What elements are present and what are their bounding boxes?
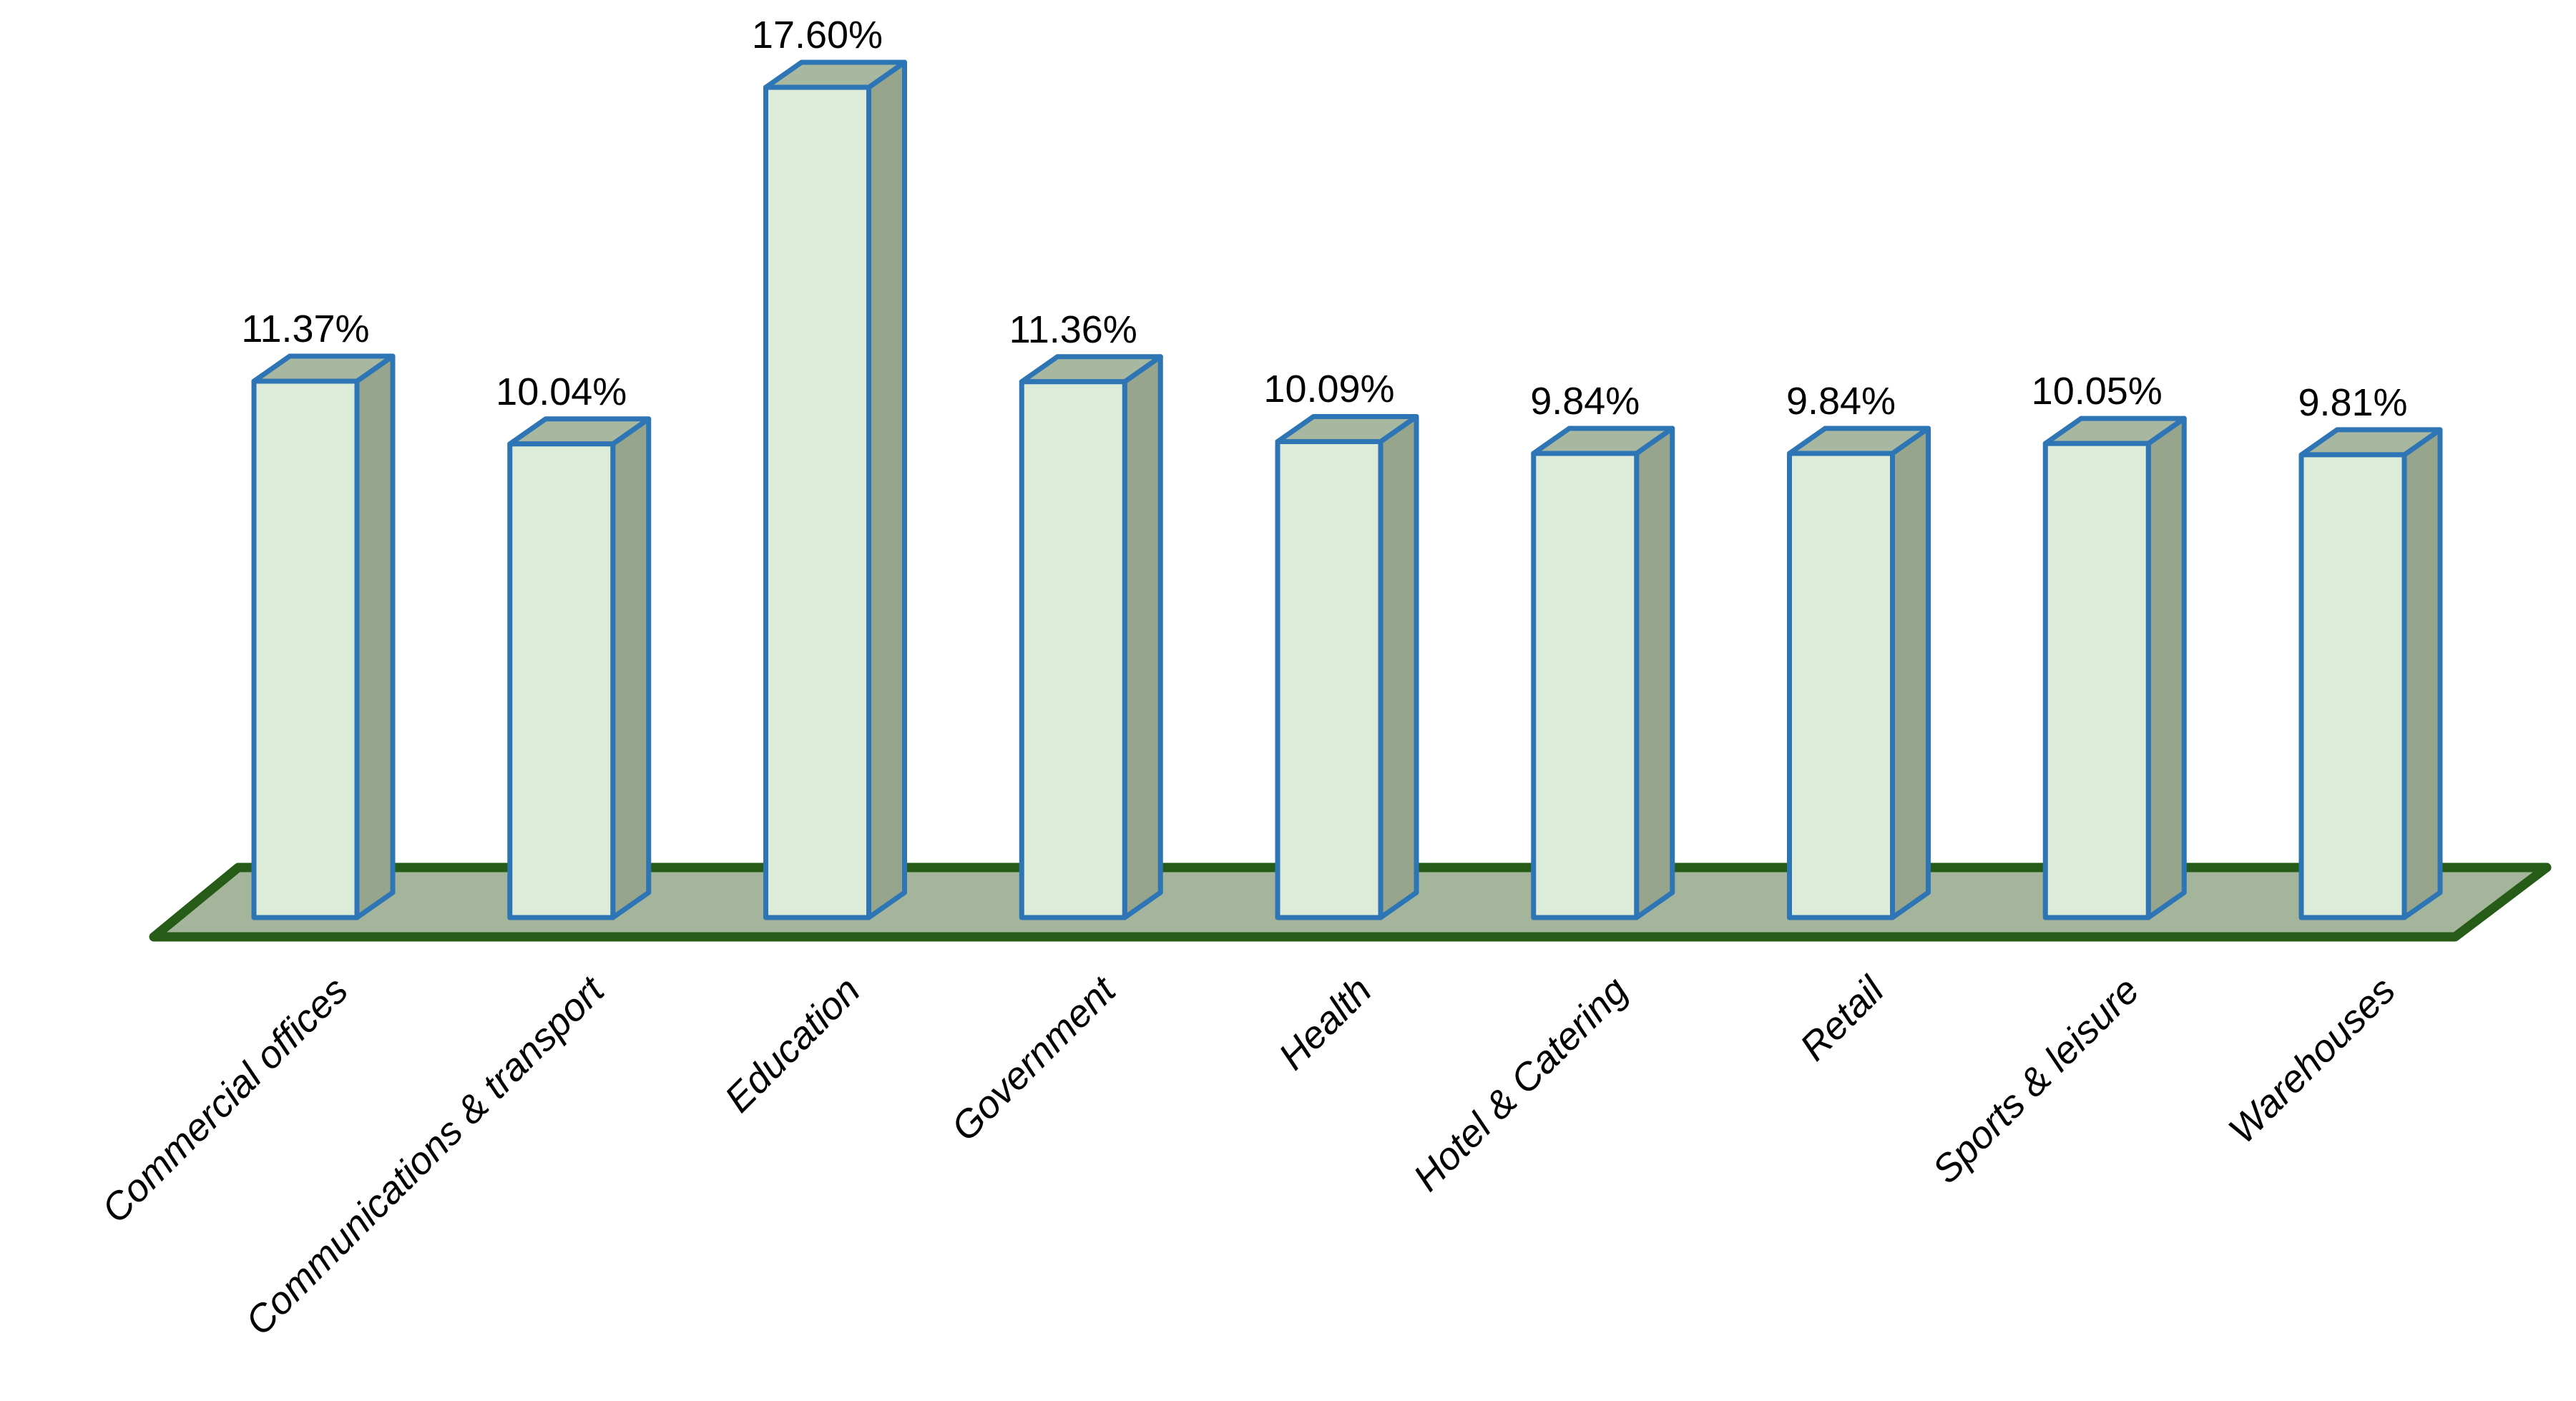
value-label: 10.04%: [496, 370, 627, 413]
bar-front-face: [2298, 452, 2407, 920]
bar-side-face: [1378, 413, 1419, 920]
value-label: 10.05%: [2031, 370, 2163, 413]
bar-side-face: [610, 416, 652, 920]
bar-front-face: [2042, 441, 2151, 920]
value-label: 11.36%: [1009, 308, 1137, 351]
bar-group-3: [1019, 354, 1163, 920]
bar-side-face: [2145, 416, 2187, 920]
bar-front-face: [763, 84, 871, 920]
value-label: 9.84%: [1530, 379, 1640, 423]
bar-group-7: [2042, 416, 2187, 920]
value-label: 17.60%: [751, 14, 883, 57]
bar-side-face: [2401, 427, 2443, 920]
bar-group-4: [1275, 413, 1419, 920]
bar-group-2: [763, 59, 907, 920]
bar-group-1: [507, 416, 652, 920]
bar-group-8: [2298, 427, 2443, 920]
bar-side-face: [1122, 354, 1163, 920]
bar-front-face: [507, 441, 616, 920]
bar-front-face: [1275, 438, 1384, 920]
bar-side-face: [866, 59, 907, 920]
bar-front-face: [1019, 379, 1127, 920]
value-label: 11.37%: [241, 308, 370, 351]
bar-group-5: [1531, 426, 1675, 920]
bar-side-face: [1890, 426, 1931, 920]
bar-group-0: [251, 353, 396, 920]
value-label: 10.09%: [1263, 368, 1395, 411]
bar-front-face: [1531, 451, 1640, 920]
bar-side-face: [354, 353, 396, 920]
value-label: 9.81%: [2298, 380, 2408, 424]
bar-front-face: [251, 378, 360, 920]
bar-side-face: [1634, 426, 1675, 920]
bar-front-face: [1787, 451, 1895, 920]
bar-group-6: [1787, 426, 1931, 920]
value-label: 9.84%: [1786, 379, 1896, 423]
